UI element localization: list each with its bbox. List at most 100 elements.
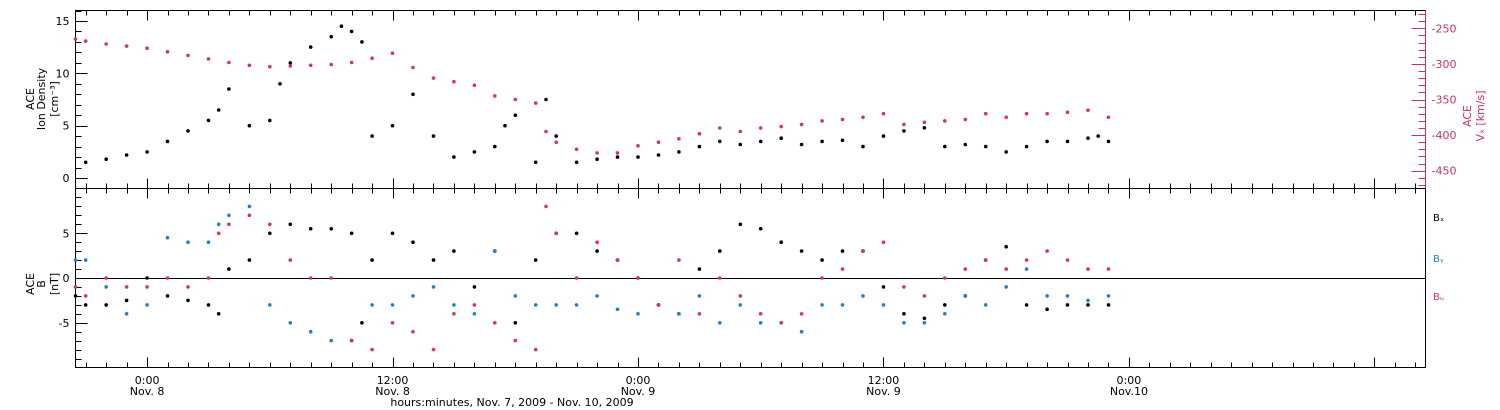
bottom-data-point xyxy=(1045,307,1049,312)
top-panel-frame xyxy=(75,10,1426,189)
top-right-label-line1: ACE xyxy=(1461,105,1474,127)
top-left-tick-label: 10 xyxy=(56,67,70,80)
top-data-point xyxy=(124,153,129,157)
top-data-point xyxy=(799,142,804,147)
bottom-data-point xyxy=(963,267,968,271)
bottom-data-point xyxy=(1086,267,1090,271)
bottom-data-point xyxy=(390,321,395,325)
top-data-point xyxy=(799,122,804,127)
bottom-data-point xyxy=(329,276,334,280)
top-data-point xyxy=(227,87,231,91)
top-right-tick-label: -450 xyxy=(1432,165,1457,178)
bottom-data-point xyxy=(73,285,78,289)
bottom-data-point xyxy=(943,276,947,280)
bottom-data-point xyxy=(881,303,886,307)
top-data-point xyxy=(288,64,293,68)
top-data-point xyxy=(431,134,436,138)
bottom-data-point xyxy=(636,276,640,280)
time-tick-label: 0:00 xyxy=(626,374,651,387)
time-tick-label: 12:00 xyxy=(868,374,900,387)
top-data-point xyxy=(370,134,374,138)
bottom-data-point xyxy=(349,231,354,236)
bottom-data-point xyxy=(1024,258,1029,262)
top-data-point xyxy=(411,92,415,97)
bottom-data-marks xyxy=(73,204,1111,352)
top-data-point xyxy=(656,140,661,144)
bottom-ylabel-line3: [nT] xyxy=(48,273,61,295)
bottom-data-point xyxy=(247,213,252,218)
bottom-data-point xyxy=(370,258,374,262)
bottom-data-point xyxy=(472,285,477,289)
top-data-point xyxy=(186,129,190,133)
bottom-data-point xyxy=(390,303,395,307)
bottom-data-point xyxy=(165,294,170,298)
top-data-point xyxy=(247,63,252,68)
top-data-point xyxy=(1065,139,1070,144)
bottom-data-point xyxy=(697,294,702,298)
bottom-panel: -5 0 5 ACE B [nT] Bₓ Bᵧ Bᵤ xyxy=(24,188,1444,368)
top-data-point xyxy=(104,157,108,161)
top-data-point xyxy=(615,151,620,155)
bottom-data-point xyxy=(533,258,538,262)
top-data-point xyxy=(574,160,579,165)
top-data-point xyxy=(881,134,886,138)
top-data-point xyxy=(145,46,149,50)
time-tick-day-label: Nov. 9 xyxy=(866,385,901,398)
bottom-data-point xyxy=(1086,298,1090,303)
bottom-data-point xyxy=(1065,294,1070,298)
top-data-point xyxy=(554,140,558,144)
top-data-point xyxy=(902,129,906,133)
bottom-data-point xyxy=(799,249,804,253)
top-data-point xyxy=(493,94,497,98)
top-data-point xyxy=(247,123,252,128)
top-data-point xyxy=(83,160,88,165)
bottom-data-point xyxy=(963,294,968,298)
bottom-data-point xyxy=(820,258,824,262)
bottom-time-ticks xyxy=(86,188,1416,368)
top-data-point xyxy=(513,113,518,117)
top-data-point xyxy=(1024,144,1029,149)
top-panel: 0 5 10 15 -250 -300 -350 -400 -450 ACE Ion Dens… xyxy=(24,10,1487,189)
top-data-point xyxy=(840,138,845,143)
bottom-data-point xyxy=(820,303,824,307)
top-data-point xyxy=(1106,115,1111,120)
bottom-data-point xyxy=(83,303,88,307)
top-data-point xyxy=(1004,115,1008,120)
bottom-data-point xyxy=(124,298,129,303)
top-data-point xyxy=(339,24,344,29)
bottom-data-point xyxy=(73,258,78,262)
top-data-point xyxy=(390,123,395,128)
bottom-data-point xyxy=(615,307,620,312)
bottom-data-point xyxy=(493,249,497,253)
bottom-data-point xyxy=(308,329,313,334)
bottom-data-point xyxy=(145,276,149,280)
bottom-data-point xyxy=(799,312,804,316)
bottom-data-point xyxy=(1045,294,1049,298)
top-data-point xyxy=(840,117,845,122)
bottom-data-point xyxy=(472,312,477,316)
top-data-point xyxy=(452,79,456,84)
time-axis-title: hours:minutes, Nov. 7, 2009 - Nov. 10, 2… xyxy=(390,396,633,409)
bottom-data-point xyxy=(390,231,395,236)
bottom-data-point xyxy=(595,240,599,244)
bottom-data-point xyxy=(677,258,681,262)
top-data-point xyxy=(881,111,886,116)
bottom-data-point xyxy=(758,312,763,316)
bottom-data-point xyxy=(697,312,702,316)
bottom-data-point xyxy=(227,267,231,271)
bottom-data-point xyxy=(308,276,313,280)
top-data-point xyxy=(1106,139,1111,144)
bottom-data-point xyxy=(595,249,599,253)
top-data-point xyxy=(1024,111,1029,116)
bottom-data-point xyxy=(677,312,681,316)
bottom-data-point xyxy=(206,303,211,307)
bottom-left-tick-label: -5 xyxy=(59,317,70,330)
bottom-data-point xyxy=(615,258,620,262)
bottom-data-point xyxy=(268,231,272,236)
top-data-point xyxy=(431,76,436,80)
top-data-point xyxy=(636,144,640,148)
bottom-data-point xyxy=(370,347,374,352)
top-data-point xyxy=(390,51,395,55)
bottom-ylabel-line2: B xyxy=(35,280,48,288)
top-data-point xyxy=(758,126,763,130)
